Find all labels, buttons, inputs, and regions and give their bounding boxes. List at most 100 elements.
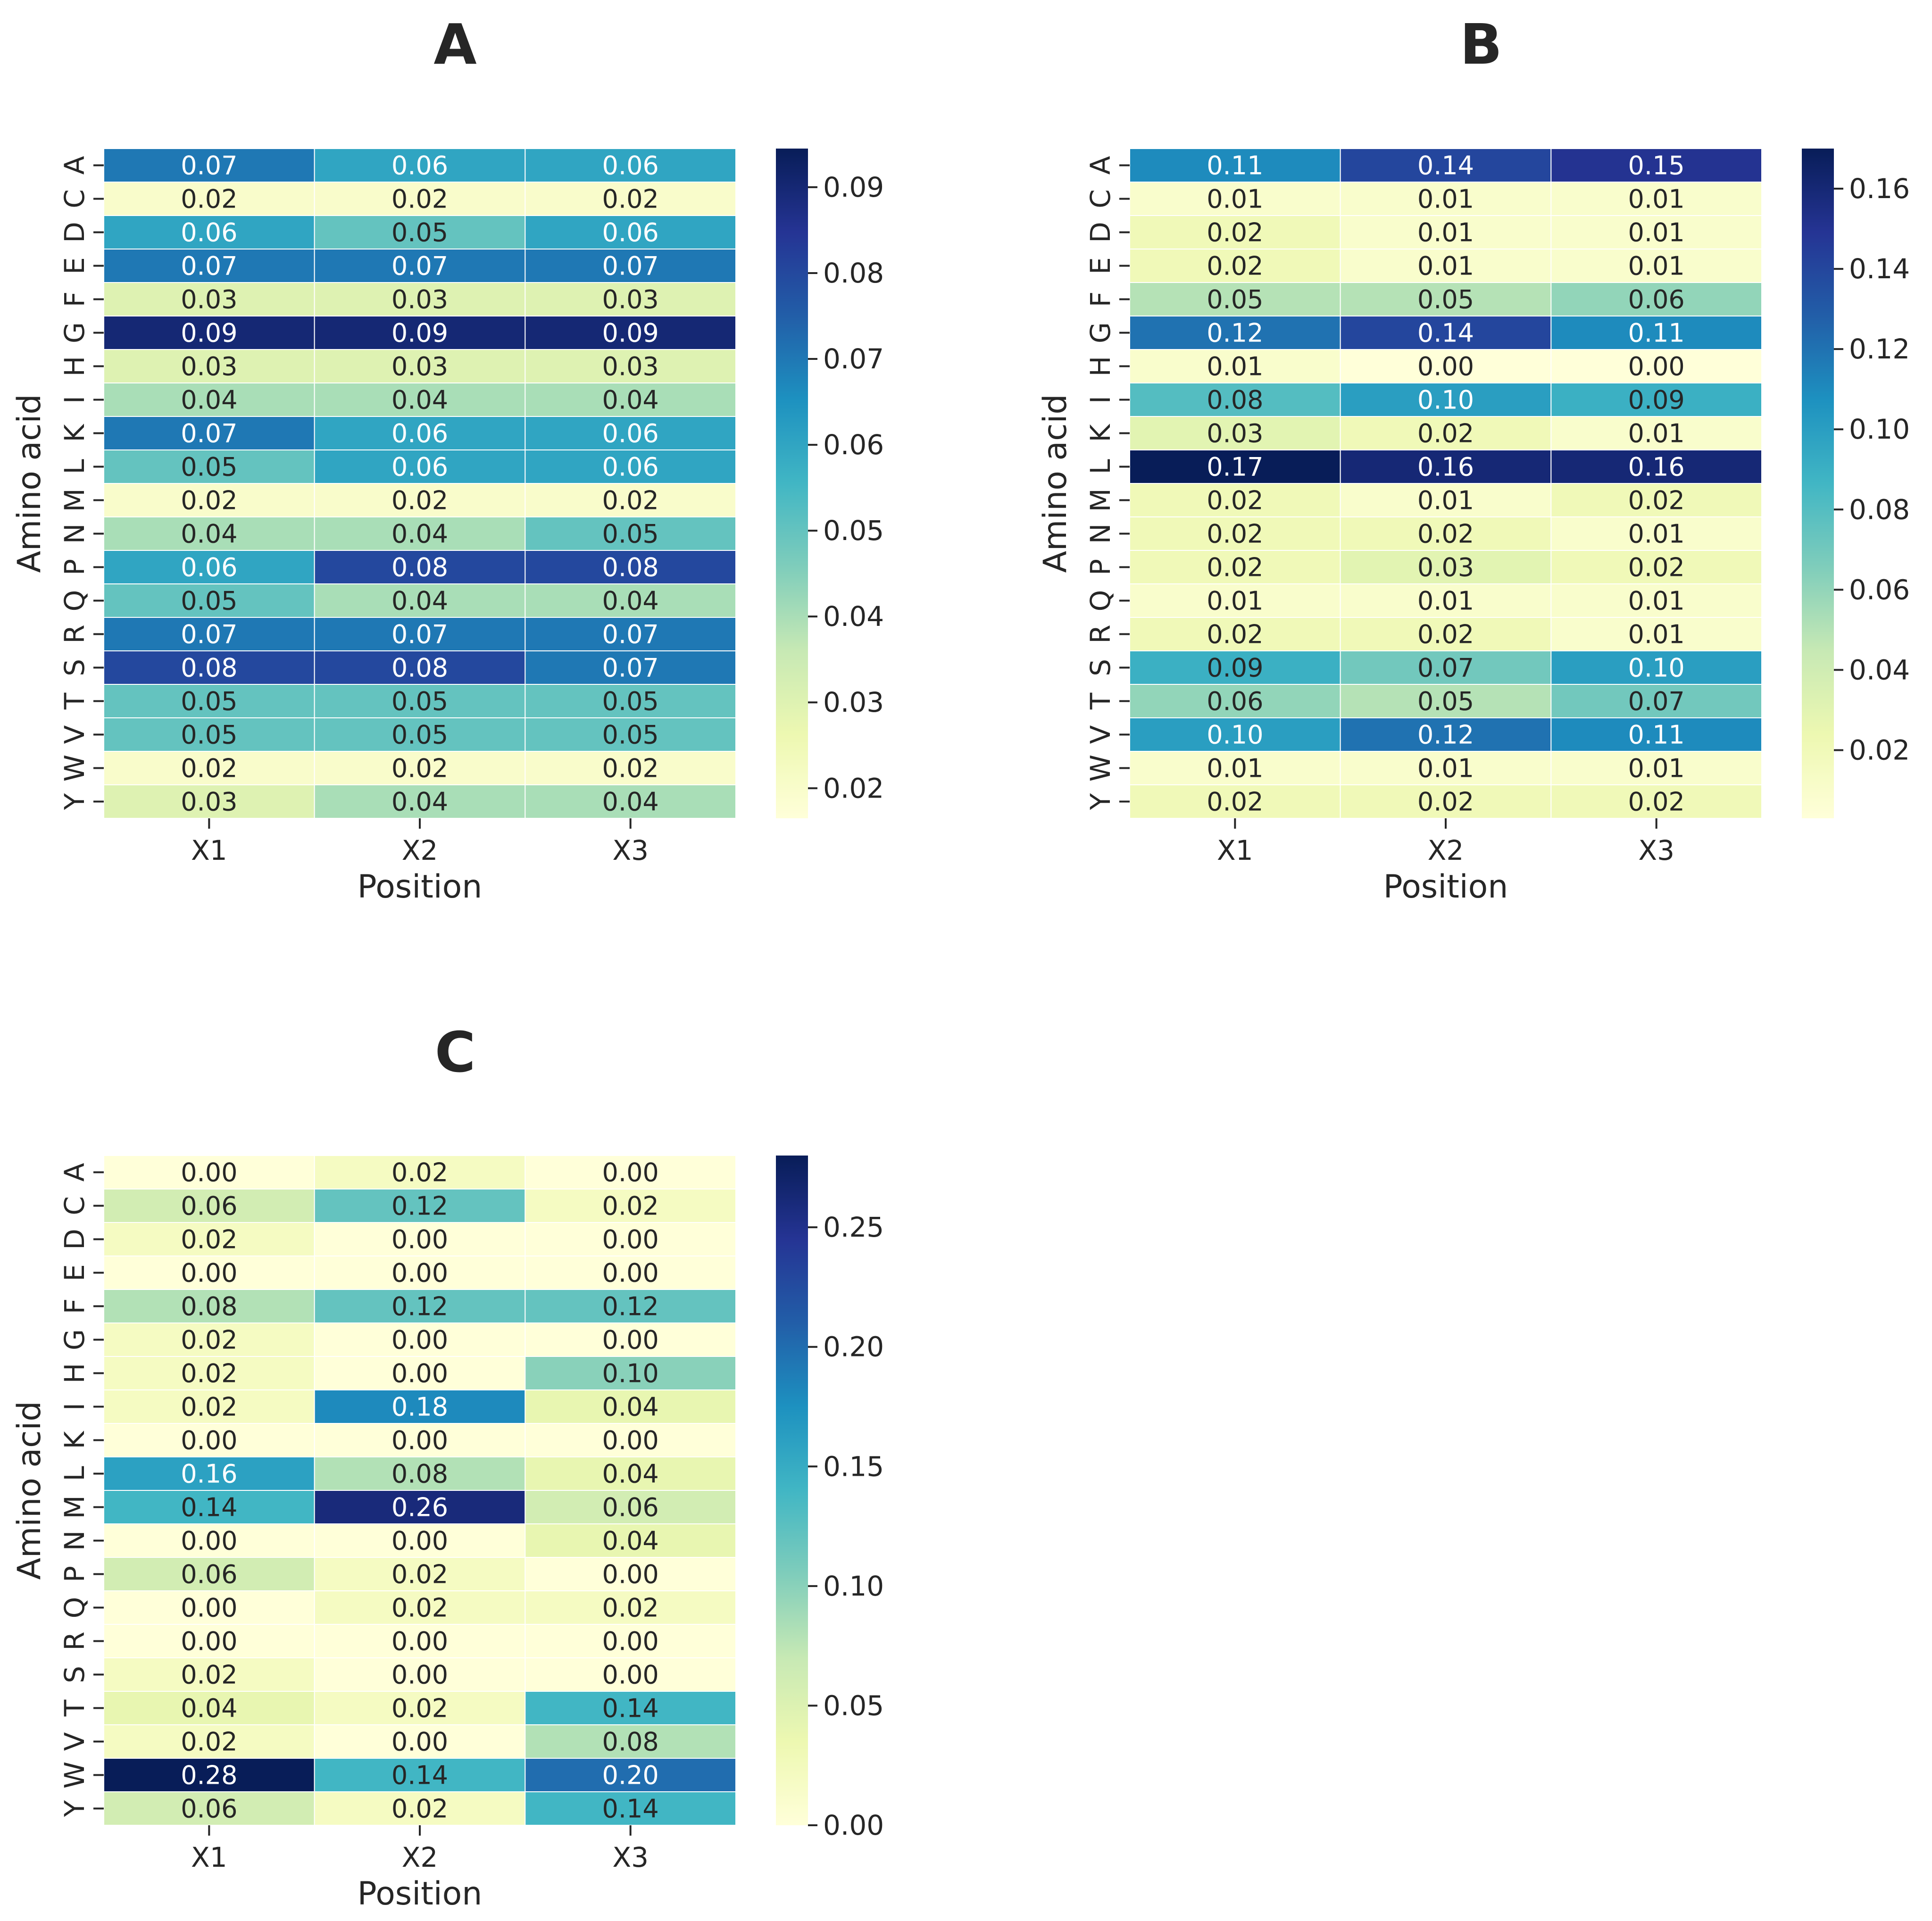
heatmap-cell xyxy=(314,717,526,752)
y-tick-label: G xyxy=(58,1329,91,1350)
cell-value-label: 0.06 xyxy=(181,1191,237,1221)
heatmap-cell xyxy=(103,383,315,417)
heatmap-cell xyxy=(314,1758,526,1792)
heatmap-cell xyxy=(1550,583,1762,618)
cell-value-label: 0.04 xyxy=(602,1459,659,1489)
heatmap-cell xyxy=(1129,383,1341,417)
cell-value-label: 0.20 xyxy=(602,1761,659,1790)
y-tick-label: K xyxy=(58,424,91,442)
colorbar-tick-label: 0.10 xyxy=(823,1570,884,1602)
heatmap-cell xyxy=(1340,784,1552,819)
heatmap-cell xyxy=(1550,416,1762,450)
cell-value-label: 0.02 xyxy=(181,754,237,783)
heatmap-cell xyxy=(314,1356,526,1390)
y-tick-label: A xyxy=(1084,156,1116,175)
cell-value-label: 0.01 xyxy=(1628,754,1685,783)
colorbar-tick-label: 0.06 xyxy=(823,429,884,461)
cell-value-label: 0.08 xyxy=(602,1727,659,1757)
y-tick-label: M xyxy=(1084,488,1116,512)
colorbar-tick-label: 0.02 xyxy=(823,772,884,804)
x-axis-label: Position xyxy=(358,1875,483,1913)
cell-value-label: 0.02 xyxy=(602,754,659,783)
y-tick-label: S xyxy=(58,659,91,676)
heatmap-cell xyxy=(314,1724,526,1759)
cell-value-label: 0.05 xyxy=(602,720,659,750)
heatmap-cell xyxy=(525,717,737,752)
cell-value-label: 0.07 xyxy=(181,620,237,649)
cell-value-label: 0.01 xyxy=(1417,486,1474,516)
colorbar-tick-label: 0.08 xyxy=(823,257,884,289)
heatmap-cell xyxy=(525,1389,737,1424)
cell-value-label: 0.08 xyxy=(1207,385,1263,415)
heatmap-cell xyxy=(314,316,526,350)
heatmap-cell xyxy=(314,1456,526,1491)
cell-value-label: 0.02 xyxy=(1417,519,1474,549)
cell-value-label: 0.10 xyxy=(1207,720,1263,750)
cell-value-label: 0.07 xyxy=(181,419,237,449)
heatmap-cell xyxy=(314,1423,526,1457)
cell-value-label: 0.00 xyxy=(602,1660,659,1690)
cell-value-label: 0.02 xyxy=(391,1694,448,1723)
cell-value-label: 0.03 xyxy=(181,352,237,382)
cell-value-label: 0.14 xyxy=(1417,318,1474,348)
heatmap-cell xyxy=(103,449,315,484)
colorbar-tick-label: 0.16 xyxy=(1849,173,1910,205)
cell-value-label: 0.01 xyxy=(1628,218,1685,248)
cell-value-label: 0.03 xyxy=(602,352,659,382)
heatmap-cell xyxy=(103,148,315,183)
cell-value-label: 0.28 xyxy=(181,1761,237,1790)
cell-value-label: 0.02 xyxy=(1628,486,1685,516)
cell-value-label: 0.08 xyxy=(602,553,659,582)
y-tick-label: H xyxy=(58,356,91,377)
cell-value-label: 0.05 xyxy=(1417,285,1474,315)
cell-value-label: 0.02 xyxy=(1417,620,1474,649)
cell-value-label: 0.04 xyxy=(602,1392,659,1422)
heatmap-cell xyxy=(1340,583,1552,618)
y-tick-label: Q xyxy=(58,1597,91,1619)
y-tick-label: R xyxy=(1084,624,1116,643)
cell-value-label: 0.02 xyxy=(181,184,237,214)
cell-value-label: 0.01 xyxy=(1628,586,1685,616)
heatmap-cell xyxy=(103,349,315,383)
cell-value-label: 0.00 xyxy=(602,1225,659,1255)
y-tick-label: L xyxy=(58,459,91,474)
y-tick-label: T xyxy=(58,692,91,710)
cell-value-label: 0.02 xyxy=(1628,787,1685,817)
cell-value-label: 0.08 xyxy=(181,653,237,683)
heatmap-cell xyxy=(525,1791,737,1826)
cell-value-label: 0.03 xyxy=(181,285,237,315)
colorbar-tick-label: 0.08 xyxy=(1849,493,1910,525)
y-tick-label: Y xyxy=(58,793,91,810)
cell-value-label: 0.03 xyxy=(1417,553,1474,582)
heatmap-cell xyxy=(314,1557,526,1591)
cell-value-label: 0.00 xyxy=(181,1258,237,1288)
heatmap-cell xyxy=(314,1389,526,1424)
colorbar-tick-label: 0.07 xyxy=(823,343,884,375)
cell-value-label: 0.08 xyxy=(391,1459,448,1489)
heatmap-cell xyxy=(103,1557,315,1591)
heatmap-cell xyxy=(1340,182,1552,216)
colorbar-tick-label: 0.03 xyxy=(823,686,884,718)
cell-value-label: 0.15 xyxy=(1628,151,1685,181)
heatmap-cell xyxy=(103,1590,315,1625)
heatmap-cell xyxy=(525,1758,737,1792)
cell-value-label: 0.03 xyxy=(181,787,237,817)
cell-value-label: 0.06 xyxy=(602,452,659,482)
heatmap-cell xyxy=(525,1256,737,1290)
heatmap-cell xyxy=(103,1423,315,1457)
y-tick-label: E xyxy=(58,257,91,274)
cell-value-label: 0.00 xyxy=(391,1426,448,1455)
cell-value-label: 0.00 xyxy=(391,1359,448,1389)
heatmap-cell xyxy=(103,249,315,283)
cell-value-label: 0.00 xyxy=(602,1560,659,1589)
cell-value-label: 0.05 xyxy=(181,720,237,750)
colorbar xyxy=(776,149,808,818)
heatmap-panel-a: A0.07 0.06 0.060.02 0.02 0.020.06 0.05 0.060.0… xyxy=(11,12,884,906)
heatmap-cell xyxy=(1550,617,1762,651)
heatmap-cell xyxy=(525,1624,737,1658)
x-tick-label: X3 xyxy=(612,834,649,866)
heatmap-panel-c: C0.00 0.02 0.000.06 0.12 0.020.02 0.00 0.000.0… xyxy=(11,1020,884,1913)
cell-value-label: 0.01 xyxy=(1628,184,1685,214)
y-tick-label: N xyxy=(58,524,91,544)
